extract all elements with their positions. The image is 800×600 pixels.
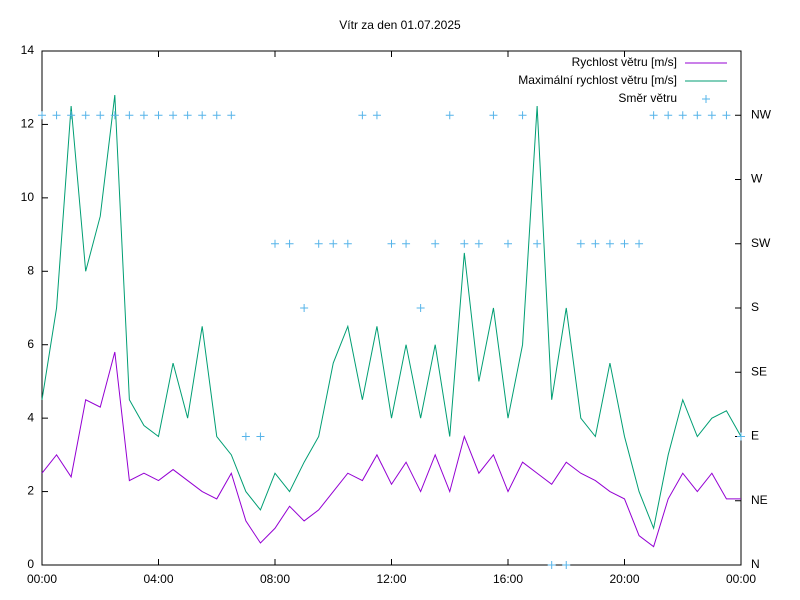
y2-tick-label: SW [751,236,771,250]
direction-point [241,432,250,441]
direction-point [314,239,323,248]
x-tick-label: 16:00 [493,572,523,586]
direction-point [664,111,673,120]
direction-point [52,111,61,120]
direction-point [562,561,571,569]
direction-point [737,432,745,441]
legend-label: Směr větru [618,91,677,105]
y-tick-label: 14 [21,43,35,57]
y2-tick-label: E [751,429,759,443]
direction-point [358,111,367,120]
x-tick-label: 12:00 [376,572,406,586]
direction-point [445,111,454,120]
direction-point [67,111,76,120]
direction-point [285,239,294,248]
legend-label: Maximální rychlost větru [m/s] [518,73,677,87]
x-tick-label: 20:00 [609,572,639,586]
direction-point [591,239,600,248]
y-tick-label: 4 [27,410,34,424]
y2-tick-label: SE [751,364,767,378]
x-tick-label: 00:00 [27,572,57,586]
direction-point [154,111,163,120]
y2-tick-label: N [751,557,760,571]
y2-tick-label: NW [751,107,772,121]
direction-point [402,239,411,248]
direction-point [300,304,309,312]
direction-point [649,111,658,120]
direction-point [547,561,556,569]
direction-point [343,239,352,248]
legend-swatch [702,95,710,103]
direction-point [183,111,192,120]
direction-point [198,111,207,120]
direction-point [635,239,644,248]
direction-point [678,111,687,120]
chart-title: Vítr za den 01.07.2025 [339,18,461,32]
y2-tick-label: NE [751,493,768,507]
direction-point [96,111,105,120]
x-tick-label: 08:00 [260,572,290,586]
direction-point [518,111,527,120]
y2-tick-label: W [751,172,763,186]
y-tick-label: 6 [27,337,34,351]
direction-point [81,111,90,120]
legend-label: Rychlost větru [m/s] [572,55,677,69]
y-tick-label: 8 [27,263,34,277]
direction-point [110,111,119,120]
direction-point [329,239,338,248]
direction-point [533,239,542,248]
direction-point [722,111,731,120]
x-tick-label: 04:00 [143,572,173,586]
line-series [41,94,742,531]
y-tick-label: 12 [21,117,35,131]
y2-tick-label: S [751,300,759,314]
x-tick-label: 00:00 [726,572,756,586]
direction-point [271,239,279,248]
direction-point [387,239,396,248]
direction-point [605,239,614,248]
direction-point [416,304,425,312]
direction-point [256,432,265,441]
plot-border [41,50,742,566]
direction-point [693,111,702,120]
direction-point [489,111,498,120]
direction-point [620,239,629,248]
direction-point [169,111,178,120]
line-series [41,351,741,548]
direction-point [576,239,585,248]
direction-point [38,111,46,120]
direction-point [227,111,236,120]
y-tick-label: 2 [27,484,34,498]
direction-point [125,111,134,120]
y-tick-label: 0 [27,557,34,571]
direction-point [474,239,483,248]
y-tick-label: 10 [21,190,35,204]
direction-point [212,111,221,120]
direction-point [431,239,440,248]
direction-point [504,239,512,248]
direction-point [460,239,469,248]
direction-point [707,111,716,120]
direction-point [139,111,148,120]
direction-point [372,111,381,120]
